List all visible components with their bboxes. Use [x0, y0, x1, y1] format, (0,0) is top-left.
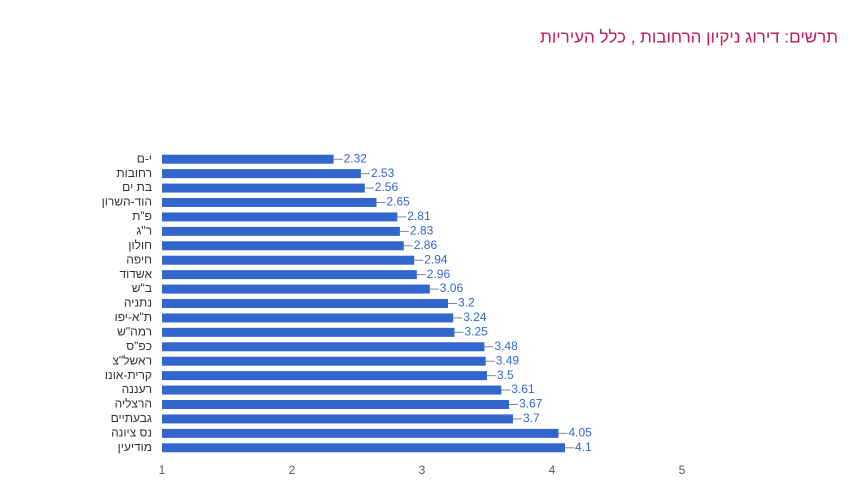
- y-tick-label: הרצליה: [115, 397, 152, 411]
- y-tick-label: ראשל"צ: [112, 353, 152, 367]
- bar: [162, 428, 559, 438]
- bar: [162, 183, 365, 193]
- value-label: 3.24: [463, 310, 487, 324]
- y-tick-label: הוד-השרון: [102, 195, 152, 209]
- value-label: 4.05: [569, 426, 593, 440]
- value-label: 2.83: [410, 224, 434, 238]
- y-tick-label: נתניה: [124, 296, 152, 310]
- y-tick-label: חיפה: [126, 252, 152, 266]
- value-label: 3.2: [458, 296, 475, 310]
- y-tick-label: קרית-אונו: [105, 368, 152, 382]
- y-tick-label: פ"ת: [132, 209, 152, 223]
- value-label: 2.81: [407, 209, 431, 223]
- y-tick-label: כפ"ס: [126, 339, 152, 353]
- value-label: 2.96: [427, 267, 451, 281]
- value-label: 3.06: [440, 281, 464, 295]
- value-label: 3.5: [497, 368, 514, 382]
- value-label: 4.1: [575, 440, 592, 454]
- y-tick-label: גבעתיים: [111, 411, 152, 425]
- value-label: 3.49: [496, 353, 520, 367]
- bar: [162, 255, 415, 265]
- chart-title: תרשים: דירוג ניקיון הרחובות , כלל העיריו…: [540, 27, 838, 46]
- value-label: 3.25: [465, 325, 489, 339]
- bar: [162, 356, 486, 366]
- y-tick-label: מודיעין: [118, 440, 152, 454]
- bar: [162, 385, 502, 395]
- value-label: 3.7: [523, 411, 540, 425]
- y-tick-label: י-ם: [137, 151, 152, 165]
- value-label: 3.67: [519, 397, 543, 411]
- bar: [162, 443, 565, 453]
- y-tick-label: רעננה: [122, 382, 152, 396]
- y-tick-label: נס ציונה: [111, 426, 152, 440]
- value-label: 2.86: [414, 238, 438, 252]
- y-tick-label: ב"ש: [132, 281, 152, 295]
- value-label: 2.94: [424, 252, 448, 266]
- y-tick-label: ר"ג: [136, 224, 152, 238]
- y-tick-label: בת ים: [122, 180, 152, 194]
- bar: [162, 342, 485, 352]
- bar: [162, 198, 377, 207]
- x-tick-label: 5: [679, 463, 686, 477]
- bar: [162, 400, 510, 409]
- bar: [162, 313, 454, 323]
- bar: [162, 226, 400, 236]
- bar: [162, 154, 334, 164]
- bar: [162, 241, 404, 251]
- y-tick-label: רחובות: [116, 166, 152, 180]
- bar: [162, 371, 487, 381]
- bar: [162, 414, 513, 424]
- x-tick-label: 1: [159, 463, 166, 477]
- y-tick-label: חולון: [128, 238, 152, 252]
- bar: [162, 169, 361, 179]
- value-label: 2.56: [375, 180, 399, 194]
- value-label: 2.65: [387, 195, 411, 209]
- value-label: 3.48: [494, 339, 518, 353]
- value-label: 2.53: [371, 166, 395, 180]
- y-tick-label: ת"א-יפו: [115, 310, 152, 324]
- bar: [162, 212, 398, 222]
- x-tick-label: 3: [419, 463, 426, 477]
- bar: [162, 284, 430, 294]
- value-label: 3.61: [511, 382, 535, 396]
- y-tick-label: רמה"ש: [117, 325, 152, 339]
- bar: [162, 299, 448, 308]
- bar: [162, 327, 455, 337]
- value-label: 2.32: [344, 151, 368, 165]
- bar: [162, 270, 417, 280]
- y-tick-label: אשדוד: [120, 267, 153, 281]
- x-tick-label: 4: [549, 463, 556, 477]
- x-tick-label: 2: [289, 463, 296, 477]
